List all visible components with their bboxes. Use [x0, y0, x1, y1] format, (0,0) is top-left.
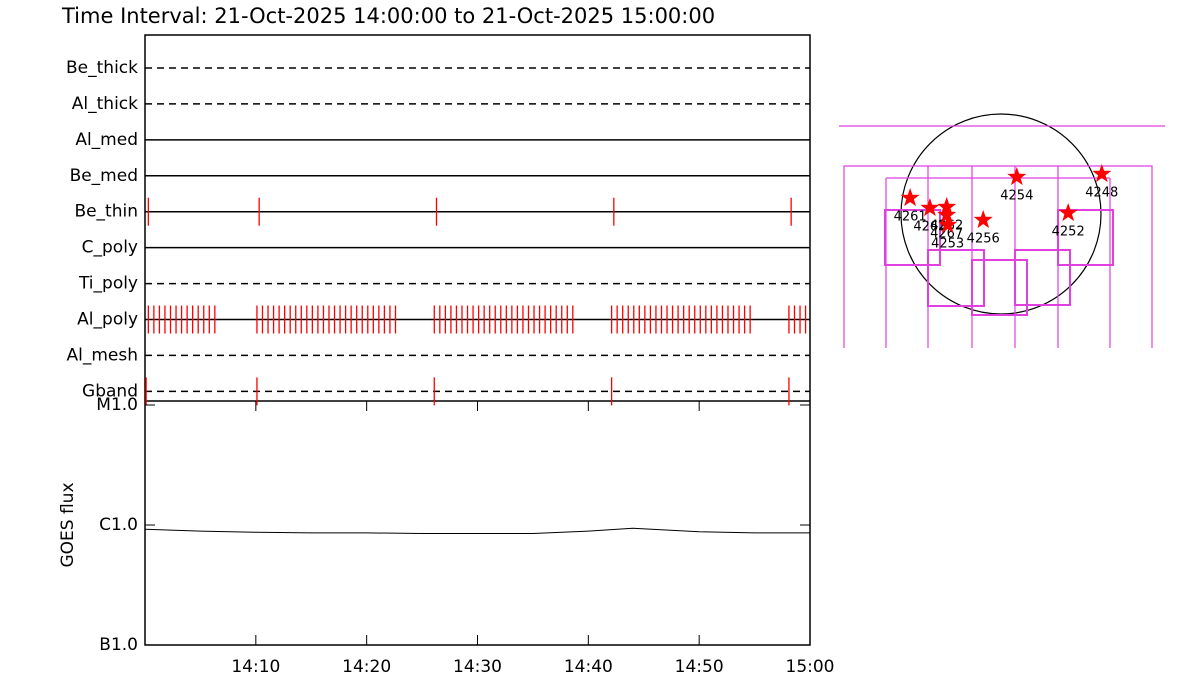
- y-tick-label: Al_med: [75, 130, 138, 150]
- fov-box: [927, 249, 985, 307]
- fov-line: [843, 165, 1153, 348]
- region-label: 4248: [1085, 186, 1118, 201]
- x-tick-label: 14:50: [675, 657, 724, 677]
- active-region: [1092, 164, 1112, 183]
- chart-title: Time Interval: 21-Oct-2025 14:00:00 to 2…: [61, 4, 715, 28]
- fov-box: [971, 259, 1028, 316]
- y-tick-label: Be_thick: [66, 58, 138, 78]
- y-tick-label: Gband: [82, 381, 138, 401]
- active-region: [900, 188, 920, 207]
- region-label: 4267: [930, 227, 963, 242]
- y-tick-label: Al_poly: [77, 309, 138, 329]
- map-boxes: [839, 113, 1165, 348]
- active-region: [938, 215, 958, 234]
- x-tick-label: 14:10: [231, 657, 280, 677]
- active-region: [1058, 203, 1078, 222]
- active-region: [973, 210, 993, 229]
- y-axis-label: GOES flux: [58, 482, 78, 567]
- y-tick-label: B1.0: [99, 635, 138, 655]
- region-label: 4252: [1052, 225, 1085, 240]
- region-label: 4263: [913, 220, 946, 235]
- y-tick-label: C_poly: [82, 238, 138, 258]
- x-tick-label: 15:00: [786, 657, 835, 677]
- region-label: 4256: [967, 232, 1000, 247]
- fov-box: [1014, 249, 1071, 306]
- y-tick-label: Al_mesh: [66, 345, 138, 365]
- active-region: [937, 205, 957, 224]
- x-tick-label: 14:40: [564, 657, 613, 677]
- y-tick-label: M1.0: [96, 395, 138, 415]
- y-tick-label: C1.0: [99, 515, 138, 535]
- y-tick-label: Be_med: [70, 166, 138, 186]
- fov-box: [884, 209, 941, 266]
- y-tick-label: Al_thick: [72, 94, 138, 114]
- active-region: [920, 198, 940, 217]
- x-tick-label: 14:30: [453, 657, 502, 677]
- fov-box: [1057, 209, 1114, 266]
- y-tick-label: Ti_poly: [78, 274, 138, 294]
- region-label: 4253: [931, 237, 964, 252]
- x-tick-label: 14:20: [342, 657, 391, 677]
- region-label: 4261: [894, 210, 927, 225]
- y-tick-label: Be_thin: [74, 202, 138, 222]
- region-label: 4254: [1000, 189, 1033, 204]
- plot-frame: [144, 34, 811, 646]
- active-region: [1007, 167, 1027, 186]
- goes-curve: [144, 527, 810, 534]
